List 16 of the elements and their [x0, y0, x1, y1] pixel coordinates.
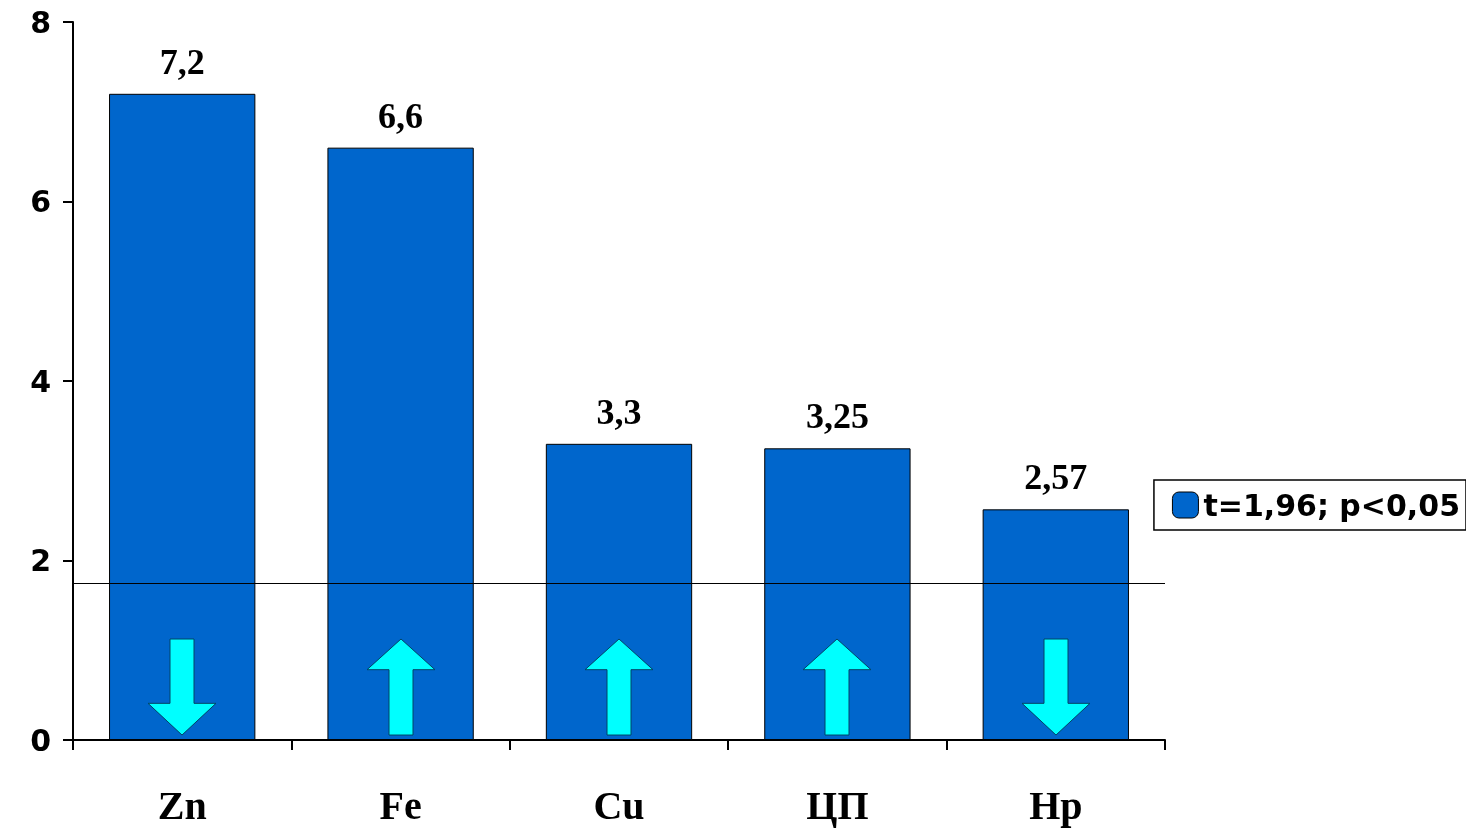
- x-tick-label: Fe: [379, 782, 422, 828]
- data-label: 6,6: [378, 95, 424, 136]
- legend-label: t=1,96; p<0,05: [1203, 487, 1461, 523]
- y-tick-label: 0: [30, 722, 51, 758]
- x-tick-label: Hp: [1029, 782, 1083, 828]
- x-tick-label: ЦП: [806, 782, 869, 828]
- x-tick-label: Zn: [157, 782, 207, 828]
- y-tick-label: 2: [30, 543, 51, 578]
- y-tick-label: 8: [30, 4, 51, 40]
- y-tick-label: 4: [30, 363, 51, 399]
- data-label: 3,3: [596, 391, 642, 432]
- data-label: 2,57: [1024, 457, 1088, 498]
- data-label: 3,25: [805, 396, 869, 437]
- y-tick-label: 6: [30, 184, 51, 219]
- x-tick-label: Cu: [593, 782, 645, 828]
- data-label: 7,2: [159, 41, 205, 82]
